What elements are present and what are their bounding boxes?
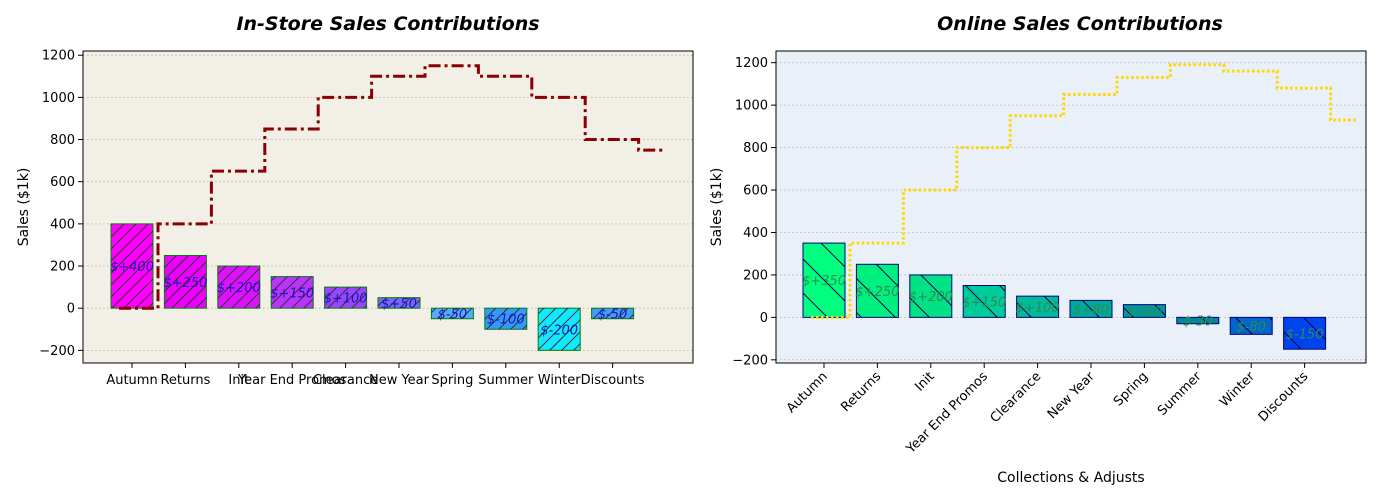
bar-hatch	[1283, 317, 1326, 350]
y-tick-label: 0	[67, 302, 75, 317]
bar-hatch	[111, 223, 153, 309]
bar-hatch	[1176, 317, 1219, 324]
bar-hatch	[1070, 300, 1112, 318]
y-tick-label: 600	[743, 184, 768, 199]
data-label: $+60	[1127, 305, 1163, 320]
bar-hatch	[1123, 304, 1166, 318]
bar-hatch	[909, 274, 952, 318]
bar-hatch	[538, 308, 581, 351]
y-tick-label: 0	[760, 311, 768, 326]
x-tick-label: New Year	[1045, 369, 1099, 423]
x-tick-label: Autumn	[106, 373, 157, 388]
data-label: $+200	[909, 290, 953, 305]
y-tick-label: 1200	[42, 49, 75, 64]
bar-hatch	[803, 243, 845, 318]
y-tick-label: −200	[732, 353, 768, 368]
bar-hatch	[484, 308, 527, 330]
y-tick-label: 800	[743, 141, 768, 156]
bar-hatch	[324, 287, 367, 309]
data-label: $+350	[802, 274, 846, 289]
y-axis-label: Sales ($1k)	[16, 168, 32, 247]
bar-hatch	[164, 255, 207, 309]
y-tick-label: 400	[743, 226, 768, 241]
data-label: $+50	[381, 297, 417, 312]
cumulative-line	[811, 63, 1356, 319]
data-label: $-100	[487, 313, 525, 328]
y-tick-label: 1000	[735, 99, 768, 114]
online-chart: −200 0 200 400 600 800 1000 1200 $+350 $+250 $+200…	[709, 13, 1367, 486]
data-label: $+200	[217, 281, 261, 296]
x-tick-label: Autumn	[784, 369, 831, 416]
data-label: $+100	[1016, 301, 1060, 316]
axes-frame	[775, 50, 1367, 364]
data-label: $+100	[324, 292, 368, 307]
bar-hatch	[217, 266, 260, 309]
data-label: $-50	[438, 307, 468, 322]
chart-title: Online Sales Contributions	[937, 13, 1223, 35]
x-tick-label: Discounts	[1256, 369, 1312, 425]
bar-hatch	[856, 264, 899, 318]
data-label: $+150	[270, 286, 314, 301]
data-label: $-150	[1286, 327, 1324, 342]
in-store-chart: −200 0 200 400 600 800 1000 1200 $+400 $+250 $+200…	[16, 13, 694, 388]
x-tick-label: Init	[228, 373, 249, 388]
bar-hatch	[431, 308, 474, 319]
x-tick-label: Summer	[1155, 369, 1205, 419]
y-tick-label: 1200	[735, 56, 768, 71]
y-tick-label: 600	[50, 175, 75, 190]
bar-hatch	[378, 297, 420, 309]
x-tick-label: Returns	[160, 373, 210, 388]
data-label: $+150	[962, 295, 1006, 310]
y-tick-label: 1000	[42, 91, 75, 106]
data-label: $-80	[1236, 320, 1266, 335]
x-tick-label: New Year	[369, 373, 430, 388]
y-tick-label: 400	[50, 217, 75, 232]
data-label: $+250	[855, 285, 899, 300]
x-tick-label: Clearance	[988, 369, 1045, 426]
bar-hatch	[591, 308, 634, 319]
data-label: $-50	[598, 307, 628, 322]
y-tick-label: −200	[39, 344, 75, 359]
x-tick-label: Year End Promos	[237, 373, 347, 388]
x-tick-label: Winter	[538, 373, 582, 388]
x-axis-label: Collections & Adjusts	[997, 470, 1144, 486]
data-label: $-200	[540, 323, 578, 338]
data-label: $-30	[1183, 315, 1213, 330]
x-tick-label: Summer	[478, 373, 534, 388]
x-tick-label: Init	[912, 369, 937, 394]
bar-hatch	[1016, 296, 1059, 318]
x-tick-label: Winter	[1217, 369, 1258, 410]
data-label: $+400	[110, 260, 154, 275]
bar-hatch	[271, 276, 314, 309]
y-axis-label: Sales ($1k)	[709, 168, 725, 247]
x-tick-label: Spring	[1111, 369, 1151, 409]
x-tick-label: Discounts	[581, 373, 645, 388]
y-tick-label: 800	[50, 133, 75, 148]
x-tick-label: Spring	[431, 373, 473, 388]
y-tick-label: 200	[50, 260, 75, 275]
axes-frame	[82, 50, 694, 364]
x-tick-label: Clearance	[313, 373, 378, 388]
x-tick-label: Returns	[838, 369, 884, 415]
chart-title: In-Store Sales Contributions	[236, 13, 539, 35]
cumulative-line	[119, 64, 664, 310]
bar-hatch	[963, 285, 1006, 318]
bar-hatch	[1230, 317, 1273, 335]
data-label: $+80	[1073, 303, 1109, 318]
data-label: $+250	[163, 276, 207, 291]
y-tick-label: 200	[743, 268, 768, 283]
